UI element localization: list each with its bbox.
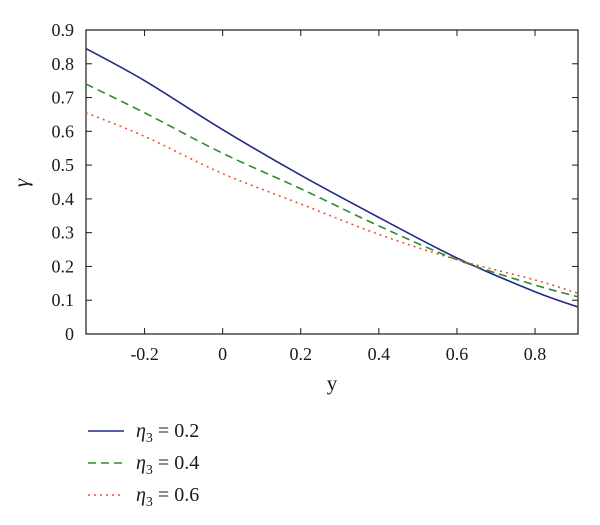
legend-symbol: η <box>136 452 146 474</box>
plot-frame <box>85 29 579 335</box>
x-tick-label: 0.2 <box>290 344 313 364</box>
legend-label-1: η3 = 0.2 <box>136 420 199 446</box>
legend-value: = 0.4 <box>153 452 199 474</box>
series-line-2 <box>85 83 579 298</box>
legend-value: = 0.6 <box>153 484 199 506</box>
y-tick-label: 0.8 <box>52 54 75 74</box>
x-axis-label: y <box>327 371 338 395</box>
y-tick-label: 0.4 <box>52 189 75 209</box>
y-tick-label: 0.3 <box>52 223 75 243</box>
series-group <box>85 47 579 308</box>
x-axis-ticks: -0.2 0 0.2 0.4 0.6 0.8 <box>130 30 546 364</box>
y-axis-label: γ <box>9 178 33 187</box>
legend-label-3: η3 = 0.6 <box>136 484 199 510</box>
legend-subscript: 3 <box>146 495 153 510</box>
y-tick-label: 0.7 <box>52 88 75 108</box>
y-tick-label: 0 <box>65 324 74 344</box>
legend-subscript: 3 <box>146 431 153 446</box>
y-axis-ticks: 0 0.1 0.2 0.3 0.4 0.5 0.6 0.7 0.8 0.9 <box>52 20 578 344</box>
legend-subscript: 3 <box>146 463 153 478</box>
legend: η3 = 0.2η3 = 0.4η3 = 0.6 <box>88 420 199 510</box>
legend-symbol: η <box>136 484 146 506</box>
x-tick-label: 0.4 <box>368 344 391 364</box>
x-tick-label: 0.6 <box>446 344 469 364</box>
y-tick-label: 0.2 <box>52 256 75 276</box>
x-tick-label: -0.2 <box>130 344 159 364</box>
y-tick-label: 0.1 <box>52 290 75 310</box>
x-tick-label: 0 <box>218 344 227 364</box>
y-tick-label: 0.5 <box>52 155 75 175</box>
legend-label-2: η3 = 0.4 <box>136 452 199 478</box>
legend-value: = 0.2 <box>153 420 199 442</box>
legend-symbol: η <box>136 420 146 442</box>
series-line-1 <box>85 47 579 308</box>
series-line-3 <box>85 112 579 295</box>
x-tick-label: 0.8 <box>524 344 547 364</box>
y-tick-label: 0.9 <box>52 20 75 40</box>
y-tick-label: 0.6 <box>52 121 75 141</box>
